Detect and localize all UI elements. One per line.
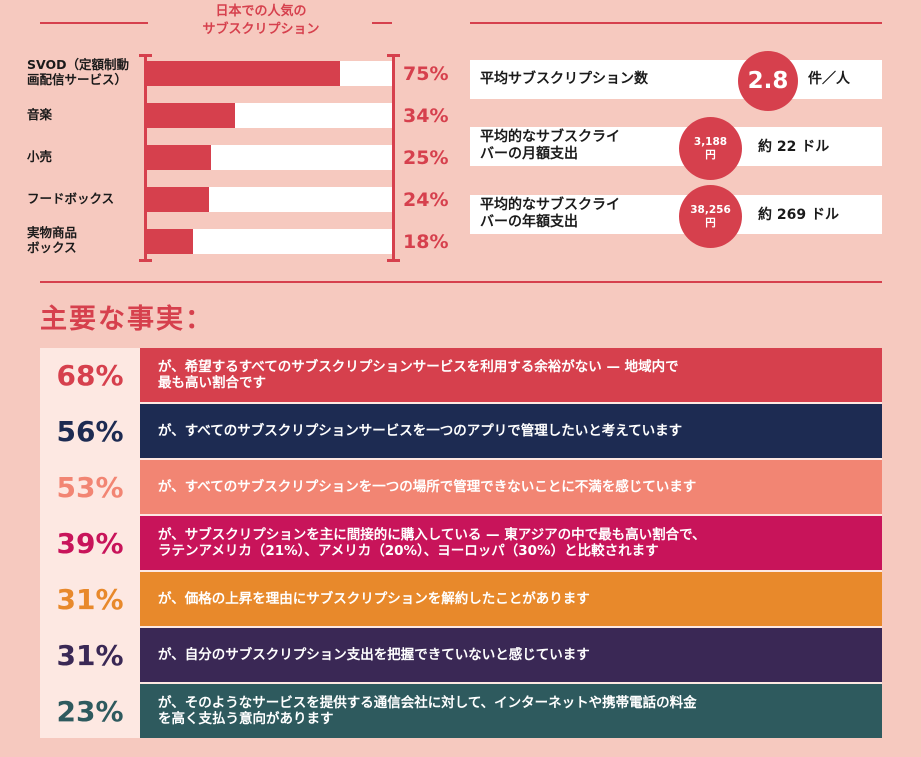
fact-percentage: 68% bbox=[56, 359, 124, 392]
bar bbox=[147, 103, 235, 128]
fact-text: が、希望するすべてのサブスクリプションサービスを利用する余裕がない — 地域内で… bbox=[158, 359, 679, 391]
fact-band: が、自分のサブスクリプション支出を把握できていないと感じています bbox=[140, 628, 882, 682]
fact-percentage: 31% bbox=[56, 583, 124, 616]
fact-text: が、すべてのサブスクリプションサービスを一つのアプリで管理したいと考えています bbox=[158, 423, 683, 439]
axis-bracket-left-bottom-tick bbox=[139, 259, 152, 262]
section-divider bbox=[40, 281, 882, 283]
stat-circle-yearly: 38,256 円 bbox=[679, 185, 742, 248]
axis-bracket-right-bottom-tick bbox=[387, 259, 400, 262]
key-facts-heading: 主要な事実： bbox=[40, 304, 214, 335]
bar bbox=[147, 145, 211, 170]
stat-label-monthly: 平均的なサブスクライ バーの月額支出 bbox=[480, 129, 620, 162]
stat-circle-avg-count: 2.8 bbox=[738, 51, 798, 111]
stat-circle-monthly: 3,188 円 bbox=[679, 117, 742, 180]
bar-value-label: 34% bbox=[403, 105, 449, 127]
stat-value-monthly-number: 3,188 bbox=[693, 135, 728, 148]
category-label: 実物商品 ボックス bbox=[27, 225, 78, 255]
chart-title: 日本での人気の サブスクリプション bbox=[202, 4, 320, 37]
stat-box-yearly bbox=[470, 195, 882, 234]
bar-value-label: 25% bbox=[403, 147, 449, 169]
fact-band: が、希望するすべてのサブスクリプションサービスを利用する余裕がない — 地域内で… bbox=[140, 348, 882, 402]
bar-value-label: 24% bbox=[403, 189, 449, 211]
top-rule-right bbox=[470, 22, 882, 24]
bar bbox=[147, 187, 209, 212]
stat-box-avg-count bbox=[470, 60, 882, 99]
axis-bracket-left-top-tick bbox=[139, 54, 152, 57]
stat-unit-avg-count: 件／人 bbox=[808, 71, 850, 87]
bar bbox=[147, 61, 340, 86]
fact-text: が、すべてのサブスクリプションを一つの場所で管理できないことに不満を感じています bbox=[158, 479, 697, 495]
bar-value-label: 18% bbox=[403, 231, 449, 253]
fact-percentage: 53% bbox=[56, 471, 124, 504]
fact-percentage: 23% bbox=[56, 695, 124, 728]
stat-value-avg-count: 2.8 bbox=[747, 68, 789, 94]
fact-text: が、サブスクリプションを主に間接的に購入している — 東アジアの中で最も高い割合… bbox=[158, 527, 706, 559]
category-label: SVOD（定額制動 画配信サービス） bbox=[27, 57, 129, 87]
category-label: 小売 bbox=[27, 149, 53, 164]
axis-bracket-right-top-tick bbox=[387, 54, 400, 57]
stat-value-yearly-number: 38,256 bbox=[690, 203, 731, 216]
axis-bracket-right bbox=[392, 54, 395, 262]
fact-text: が、価格の上昇を理由にサブスクリプションを解約したことがあります bbox=[158, 591, 590, 607]
bar-value-label: 75% bbox=[403, 63, 449, 85]
stat-value-monthly-yen: 円 bbox=[705, 148, 716, 161]
stat-label-avg-count: 平均サブスクリプション数 bbox=[480, 71, 648, 87]
category-label: 音楽 bbox=[27, 107, 53, 122]
fact-text: が、そのようなサービスを提供する通信会社に対して、インターネットや携帯電話の料金… bbox=[158, 695, 697, 727]
fact-text: が、自分のサブスクリプション支出を把握できていないと感じています bbox=[158, 647, 590, 663]
fact-band: が、価格の上昇を理由にサブスクリプションを解約したことがあります bbox=[140, 572, 882, 626]
axis-bracket-left bbox=[144, 54, 147, 262]
fact-band: が、そのようなサービスを提供する通信会社に対して、インターネットや携帯電話の料金… bbox=[140, 684, 882, 738]
fact-band: が、すべてのサブスクリプションを一つの場所で管理できないことに不満を感じています bbox=[140, 460, 882, 514]
fact-band: が、すべてのサブスクリプションサービスを一つのアプリで管理したいと考えています bbox=[140, 404, 882, 458]
stat-value-yearly-yen: 円 bbox=[705, 216, 716, 229]
fact-percentage: 56% bbox=[56, 415, 124, 448]
stat-unit-monthly: 約 22 ドル bbox=[758, 139, 830, 155]
fact-percentage: 31% bbox=[56, 639, 124, 672]
top-rule-middle bbox=[372, 22, 392, 24]
category-label: フードボックス bbox=[27, 191, 115, 206]
stat-label-yearly: 平均的なサブスクライ バーの年額支出 bbox=[480, 197, 620, 230]
bar bbox=[147, 229, 193, 254]
top-rule-left bbox=[40, 22, 148, 24]
stat-box-monthly bbox=[470, 127, 882, 166]
fact-percentage: 39% bbox=[56, 527, 124, 560]
stat-unit-yearly: 約 269 ドル bbox=[758, 207, 839, 223]
fact-band: が、サブスクリプションを主に間接的に購入している — 東アジアの中で最も高い割合… bbox=[140, 516, 882, 570]
